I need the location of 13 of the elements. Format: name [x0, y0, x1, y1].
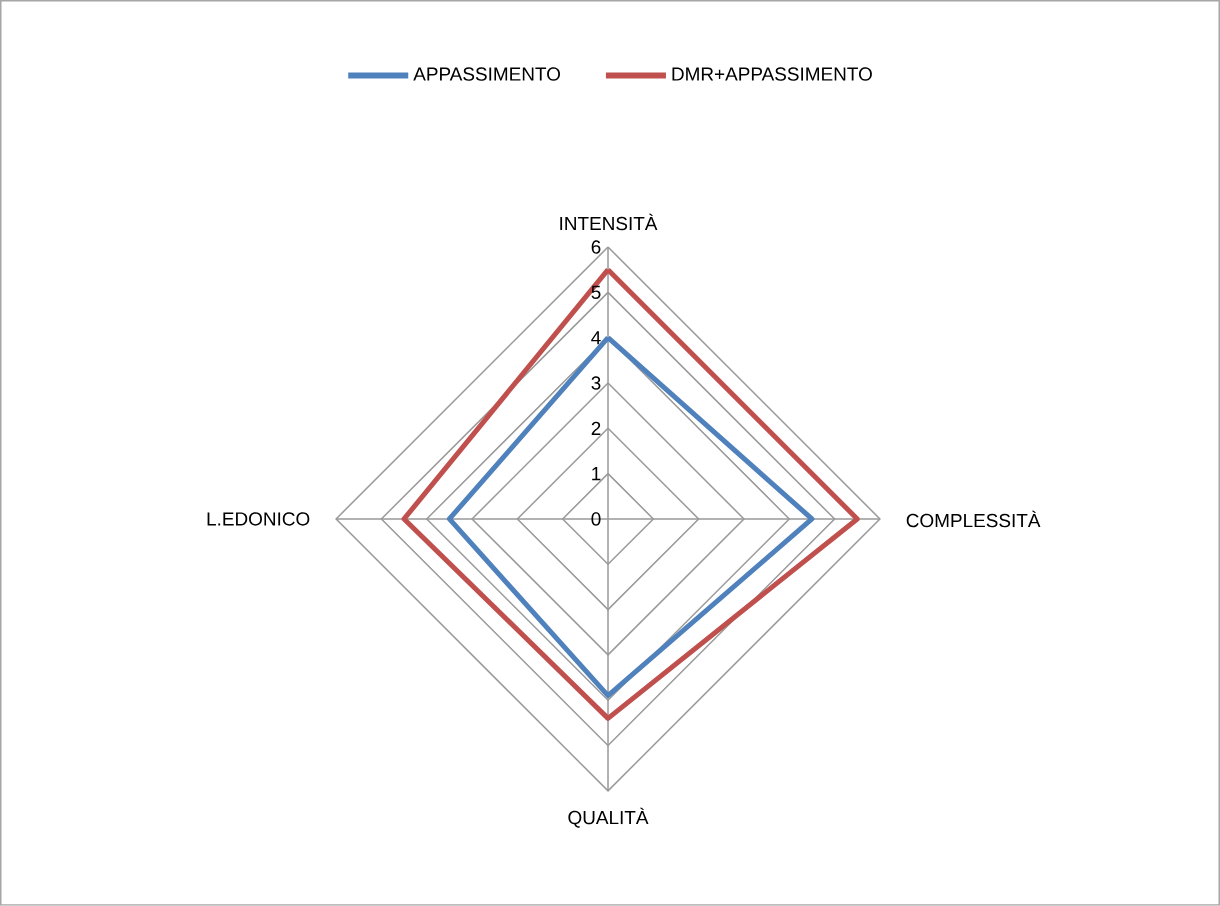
spoke-label: QUALITÀ: [568, 807, 649, 828]
y-tick-label: 2: [591, 421, 601, 435]
y-tick-label: 0: [591, 512, 601, 526]
y-tick-label: 4: [591, 331, 601, 345]
y-tick-label: 5: [591, 285, 601, 300]
y-tick-label: 6: [591, 240, 601, 254]
legend-label: APPASSIMENTO: [413, 67, 561, 81]
spoke-label: INTENSITÀ: [560, 213, 658, 231]
y-tick-label: 1: [592, 467, 601, 481]
spoke-label: COMPLESSITÀ: [906, 510, 1041, 528]
legend-label: DMR+APPASSIMENTO: [672, 67, 872, 81]
y-tick-label: 3: [591, 376, 601, 390]
spoke-label: L.EDONICO: [207, 512, 310, 526]
